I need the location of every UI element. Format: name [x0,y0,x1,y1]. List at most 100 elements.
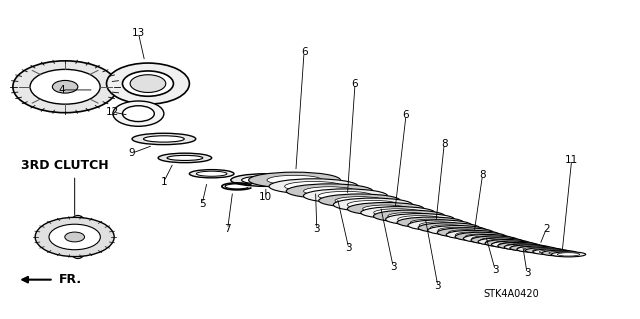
Ellipse shape [143,136,184,142]
Ellipse shape [557,253,580,256]
Ellipse shape [361,207,435,219]
Ellipse shape [485,240,530,247]
Ellipse shape [551,252,586,257]
Ellipse shape [549,251,570,255]
Ellipse shape [335,197,384,204]
Ellipse shape [511,245,538,249]
Ellipse shape [132,133,196,145]
Ellipse shape [455,232,506,241]
Ellipse shape [319,194,400,207]
Ellipse shape [533,249,556,252]
Ellipse shape [518,246,543,250]
Ellipse shape [285,182,342,191]
Ellipse shape [397,217,463,228]
Text: 5: 5 [199,199,205,209]
Text: 9: 9 [129,148,135,158]
Ellipse shape [303,187,356,196]
Text: 2: 2 [543,224,550,234]
Text: 10: 10 [259,192,273,203]
Text: 12: 12 [106,107,120,117]
Text: 3: 3 [524,268,531,278]
Circle shape [52,80,78,93]
Ellipse shape [348,200,399,209]
Text: 6: 6 [301,47,307,57]
Ellipse shape [419,222,461,229]
Ellipse shape [248,172,340,188]
Ellipse shape [506,244,531,248]
Text: 4: 4 [59,85,65,95]
Text: STK4A0420: STK4A0420 [483,289,539,299]
Ellipse shape [525,248,563,253]
Ellipse shape [540,250,563,254]
Circle shape [35,217,114,256]
Ellipse shape [196,171,227,176]
Ellipse shape [499,242,527,247]
Ellipse shape [286,184,373,198]
Ellipse shape [486,239,516,244]
Ellipse shape [269,179,358,194]
Circle shape [30,69,100,104]
Text: 3: 3 [314,224,320,234]
Text: 8: 8 [441,139,447,149]
Ellipse shape [333,198,412,211]
Ellipse shape [541,250,577,256]
Text: 6: 6 [403,110,410,120]
Circle shape [122,106,154,122]
Ellipse shape [437,228,493,237]
Ellipse shape [481,238,509,243]
Ellipse shape [449,230,482,235]
Ellipse shape [158,153,212,163]
Ellipse shape [492,241,535,248]
Ellipse shape [189,170,234,178]
Ellipse shape [472,236,503,241]
Ellipse shape [374,210,445,222]
Ellipse shape [252,178,280,182]
Ellipse shape [167,155,203,160]
Ellipse shape [408,220,472,231]
Ellipse shape [446,230,500,239]
Ellipse shape [524,247,550,251]
Ellipse shape [494,241,521,246]
Ellipse shape [388,212,431,220]
Ellipse shape [348,203,424,215]
Text: 3: 3 [390,262,397,272]
Text: 8: 8 [479,170,486,180]
Circle shape [49,224,100,250]
Circle shape [65,232,84,242]
Ellipse shape [363,205,408,213]
Ellipse shape [397,216,442,223]
Ellipse shape [386,214,454,225]
Ellipse shape [465,234,496,239]
Ellipse shape [510,245,550,251]
Ellipse shape [267,175,322,185]
Text: 3RD CLUTCH: 3RD CLUTCH [21,159,109,172]
Text: 6: 6 [352,78,358,89]
Ellipse shape [428,226,486,235]
Circle shape [113,101,164,126]
Ellipse shape [438,227,476,234]
Ellipse shape [66,215,90,258]
Text: 1: 1 [161,177,167,187]
Circle shape [122,71,173,96]
Text: FR.: FR. [59,273,82,286]
Text: 7: 7 [224,224,231,234]
Ellipse shape [231,174,301,186]
Text: 3: 3 [435,281,441,291]
Ellipse shape [303,189,388,203]
Ellipse shape [418,223,479,233]
Ellipse shape [318,191,373,200]
Ellipse shape [517,246,556,252]
Ellipse shape [410,219,450,226]
Circle shape [106,63,189,104]
Ellipse shape [533,249,570,255]
Text: 13: 13 [132,28,145,38]
Ellipse shape [456,232,490,238]
Text: 11: 11 [565,154,579,165]
Ellipse shape [430,225,467,231]
Circle shape [130,75,166,93]
Ellipse shape [498,242,540,249]
Ellipse shape [463,234,512,243]
Circle shape [13,61,117,113]
Text: 3: 3 [346,243,352,253]
Ellipse shape [478,238,524,246]
